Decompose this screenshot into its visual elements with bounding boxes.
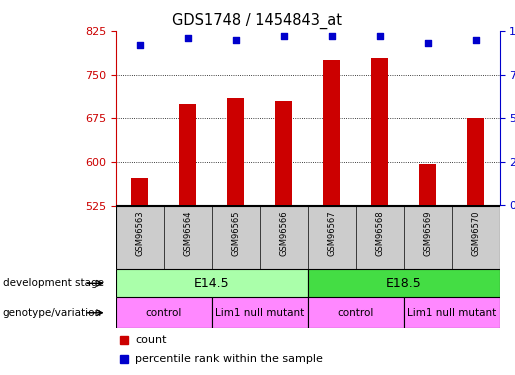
Text: E14.5: E14.5 bbox=[194, 277, 230, 290]
Bar bbox=[131, 178, 148, 375]
Text: count: count bbox=[135, 335, 166, 345]
Point bbox=[184, 35, 192, 41]
Point bbox=[136, 42, 144, 48]
Bar bbox=[323, 60, 340, 375]
Bar bbox=[212, 297, 308, 328]
Text: E18.5: E18.5 bbox=[386, 277, 421, 290]
Bar bbox=[116, 297, 212, 328]
Point bbox=[232, 37, 240, 43]
Bar bbox=[276, 101, 292, 375]
Bar bbox=[307, 269, 500, 297]
Point bbox=[280, 33, 288, 39]
Bar bbox=[116, 269, 308, 297]
Bar bbox=[307, 297, 404, 328]
Bar bbox=[179, 104, 196, 375]
Text: GSM96568: GSM96568 bbox=[375, 211, 384, 256]
Text: GSM96563: GSM96563 bbox=[135, 211, 144, 256]
Text: GSM96569: GSM96569 bbox=[423, 211, 432, 256]
Bar bbox=[404, 297, 500, 328]
Point bbox=[471, 37, 479, 43]
Text: Lim1 null mutant: Lim1 null mutant bbox=[407, 308, 496, 318]
Text: GSM96567: GSM96567 bbox=[327, 211, 336, 256]
Text: Lim1 null mutant: Lim1 null mutant bbox=[215, 308, 304, 318]
Text: control: control bbox=[146, 308, 182, 318]
Text: development stage: development stage bbox=[3, 278, 104, 288]
Text: GSM96570: GSM96570 bbox=[471, 211, 480, 256]
Text: percentile rank within the sample: percentile rank within the sample bbox=[135, 354, 323, 364]
Point bbox=[328, 33, 336, 39]
Point bbox=[375, 33, 384, 39]
Bar bbox=[228, 98, 244, 375]
Point bbox=[423, 40, 432, 46]
Text: control: control bbox=[337, 308, 374, 318]
Text: GSM96566: GSM96566 bbox=[279, 211, 288, 256]
Bar bbox=[371, 58, 388, 375]
Text: genotype/variation: genotype/variation bbox=[3, 308, 101, 318]
Bar bbox=[419, 164, 436, 375]
Bar bbox=[467, 118, 484, 375]
Text: GSM96564: GSM96564 bbox=[183, 211, 192, 256]
Text: GDS1748 / 1454843_at: GDS1748 / 1454843_at bbox=[173, 13, 342, 29]
Text: GSM96565: GSM96565 bbox=[231, 211, 241, 256]
